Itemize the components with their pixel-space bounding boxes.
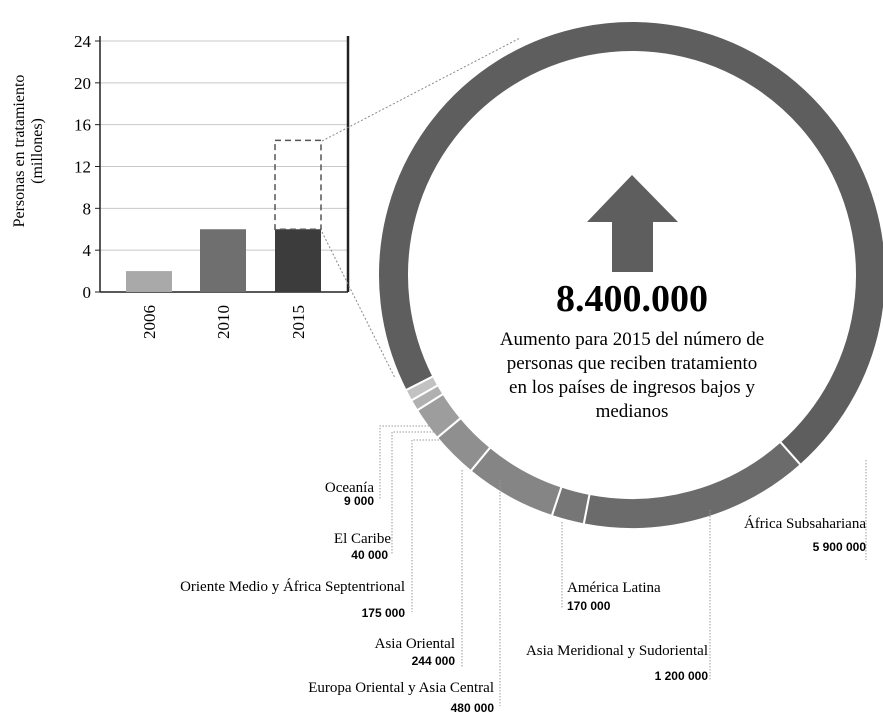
- y-tick-label: 20: [74, 74, 91, 93]
- y-tick-label: 4: [83, 241, 92, 260]
- x-tick-label: 2006: [140, 305, 159, 339]
- label-oceania-name: Oceanía: [325, 480, 374, 496]
- x-tick-label: 2015: [289, 305, 308, 339]
- y-axis-label-line2: (millones): [29, 118, 46, 184]
- bar-2010: [200, 229, 246, 292]
- increase-description-line3: en los países de ingresos bajos y: [509, 377, 755, 398]
- y-tick-label: 16: [74, 116, 91, 135]
- donut-slice: [377, 20, 883, 467]
- leader-oriente: [411, 439, 442, 612]
- label-asia-meridional-name: Asia Meridional y Sudoriental: [526, 643, 708, 659]
- leader-caribe: [391, 431, 434, 555]
- label-oceania-value: 9 000: [344, 494, 374, 508]
- label-asia-oriental-name: Asia Oriental: [375, 636, 455, 652]
- bar-2006: [126, 271, 172, 292]
- y-axis-label-line1: Personas en tratamiento: [11, 75, 28, 228]
- label-america-latina-value: 170 000: [567, 599, 611, 613]
- label-oriente-name: Oriente Medio y África Septentrional: [180, 578, 405, 595]
- label-america-latina-name: América Latina: [567, 580, 661, 596]
- label-africa-value: 5 900 000: [813, 540, 867, 554]
- leader-oceania: [379, 425, 432, 500]
- y-tick-label: 8: [83, 199, 92, 218]
- label-caribe-name: El Caribe: [334, 531, 391, 547]
- y-tick-label: 24: [74, 32, 92, 51]
- label-europa-name: Europa Oriental y Asia Central: [308, 680, 494, 696]
- label-caribe-value: 40 000: [351, 548, 388, 562]
- bar-chart: Personas en tratamiento (millones) 0 4 8 12…: [11, 32, 350, 339]
- label-asia-meridional-value: 1 200 000: [655, 669, 709, 683]
- label-europa-value: 480 000: [451, 701, 495, 713]
- increase-value: 8.400.000: [556, 278, 708, 320]
- increase-description-line2: personas que reciben tratamiento: [507, 353, 758, 374]
- donut-slice: [404, 374, 440, 402]
- label-asia-oriental-value: 244 000: [412, 654, 456, 668]
- x-tick-label: 2010: [214, 305, 233, 339]
- bar-2015: [275, 229, 321, 292]
- y-tick-label: 0: [83, 283, 92, 302]
- donut-chart: [377, 20, 883, 530]
- y-tick-label: 12: [74, 158, 91, 177]
- bar-2015-projected: [274, 139, 322, 231]
- increase-description-line4: medianos: [596, 401, 669, 422]
- label-africa-name: África Subsahariana: [744, 515, 866, 532]
- leader-lines: [379, 425, 867, 706]
- donut-slice: [469, 445, 563, 518]
- increase-description-line1: Aumento para 2015 del número de: [500, 329, 764, 350]
- label-oriente-value: 175 000: [362, 606, 406, 620]
- zoom-connector-bottom: [321, 231, 396, 379]
- increase-arrow-icon: [587, 175, 678, 272]
- zoom-connector-top: [321, 37, 521, 142]
